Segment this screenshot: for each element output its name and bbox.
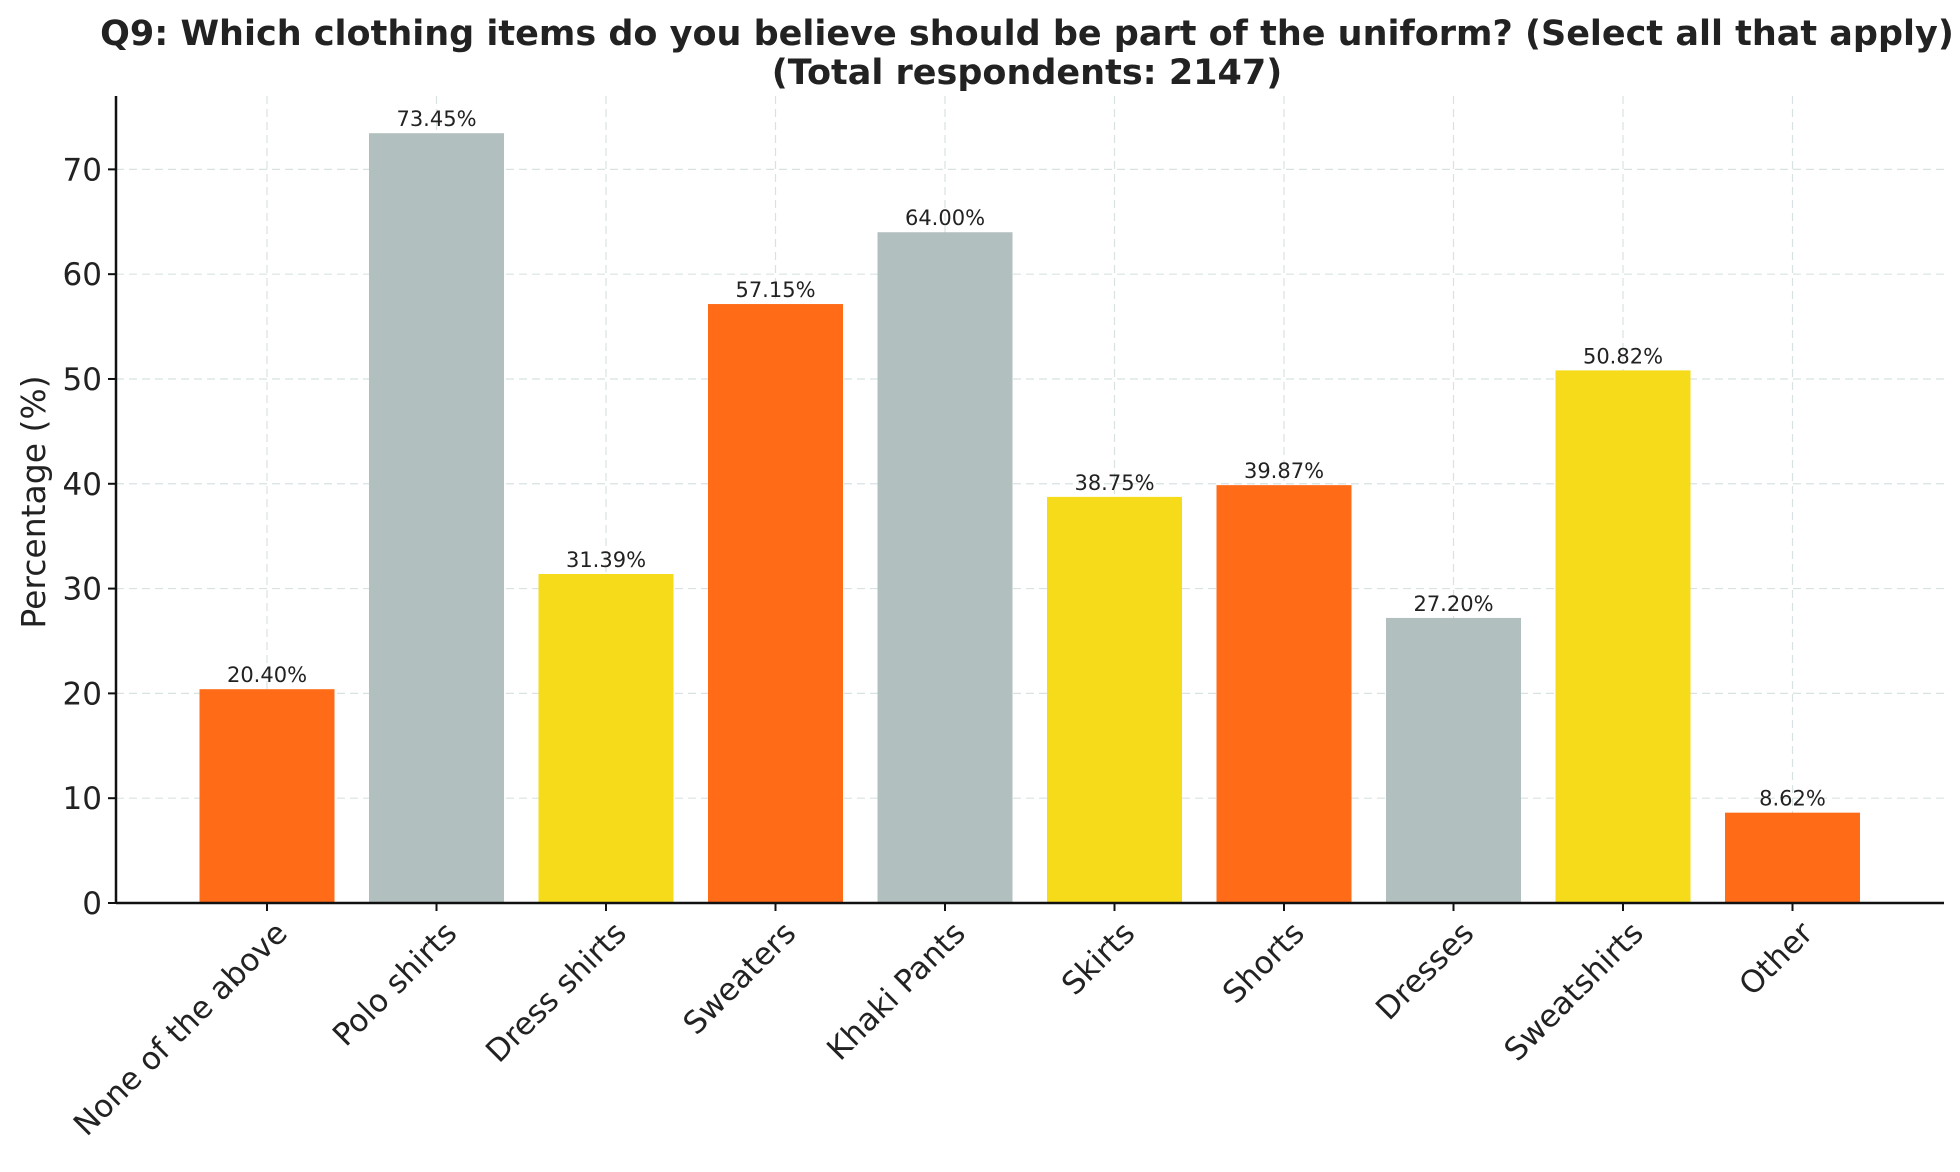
y-tick-label: 60 xyxy=(63,257,102,293)
bar-value-label: 50.82% xyxy=(1583,344,1663,368)
bar-polo-shirts xyxy=(369,133,504,904)
bar-dress-shirts xyxy=(538,574,674,903)
bar-value-label: 57.15% xyxy=(735,278,815,302)
bar-sweaters xyxy=(708,304,843,903)
chart-title: Q9: Which clothing items do you believe … xyxy=(100,14,1954,54)
bar-value-label: 64.00% xyxy=(905,206,985,230)
y-tick-label: 0 xyxy=(82,886,102,922)
y-tick-label: 50 xyxy=(63,362,102,398)
x-tick-label: Other xyxy=(1732,915,1820,1003)
bar-value-label: 27.20% xyxy=(1413,592,1493,616)
y-tick-label: 40 xyxy=(63,467,102,503)
bar-value-label: 8.62% xyxy=(1759,787,1826,811)
bar-skirts xyxy=(1047,496,1182,903)
bar-other xyxy=(1725,812,1860,903)
bar-dresses xyxy=(1386,617,1521,903)
bar-value-label: 20.40% xyxy=(227,663,307,687)
bar-shorts xyxy=(1216,485,1352,903)
bars-layer xyxy=(199,133,1860,904)
x-tick-label: Sweaters xyxy=(676,915,803,1042)
bar-value-label: 73.45% xyxy=(396,107,476,131)
x-tick-label: Khaki Pants xyxy=(820,915,972,1067)
y-tick-label: 20 xyxy=(63,676,102,712)
bar-khaki-pants xyxy=(877,232,1013,903)
x-tick-label: Polo shirts xyxy=(326,915,464,1053)
x-tick-label: Dress shirts xyxy=(479,915,634,1070)
bar-sweatshirts xyxy=(1555,370,1691,903)
chart-subtitle: (Total respondents: 2147) xyxy=(772,53,1283,93)
y-tick-label: 10 xyxy=(63,781,102,817)
axes-layer xyxy=(108,96,1944,911)
x-tick-label: Skirts xyxy=(1055,915,1142,1002)
y-tick-label: 30 xyxy=(63,572,102,608)
x-tick-label: Dresses xyxy=(1369,915,1481,1027)
bar-value-label: 39.87% xyxy=(1244,459,1324,483)
bar-none-of-the-above xyxy=(199,689,335,903)
x-tick-label: Sweatshirts xyxy=(1497,915,1650,1068)
x-tick-label: None of the above xyxy=(67,915,295,1143)
bar-value-label: 38.75% xyxy=(1074,471,1154,495)
y-tick-label: 70 xyxy=(63,152,102,188)
bar-value-label: 31.39% xyxy=(566,548,646,572)
x-tick-label: Shorts xyxy=(1216,915,1312,1011)
y-axis-label: Percentage (%) xyxy=(14,375,53,628)
